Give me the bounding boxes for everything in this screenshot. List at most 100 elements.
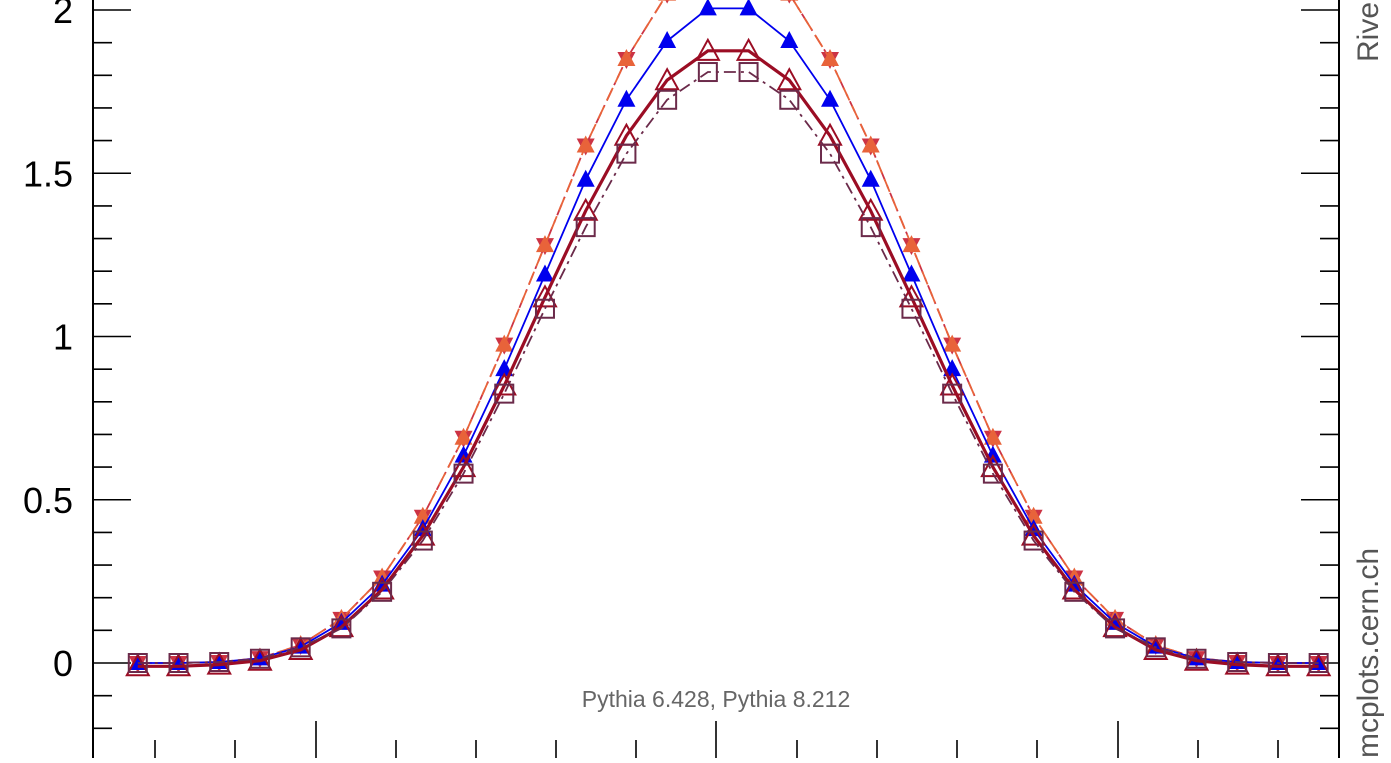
- data-point-triangle: [983, 427, 1002, 445]
- data-point-triangle-open: [1265, 653, 1291, 677]
- data-point-square-open: [697, 62, 718, 83]
- series-4: [127, 62, 1329, 673]
- data-point-triangle-open: [1305, 653, 1332, 677]
- data-point-triangle-open: [410, 522, 436, 546]
- data-point-square-open: [860, 217, 881, 238]
- data-point-triangle-open: [369, 576, 395, 600]
- data-point-triangle-down: [787, 0, 792, 4]
- series-1: [128, 0, 1328, 670]
- series-3: [125, 37, 1332, 677]
- data-point-square-open: [372, 581, 393, 602]
- y-tick-label: 1.5: [23, 153, 73, 194]
- y-tick-label: 2: [53, 0, 73, 31]
- data-point-triangle: [576, 135, 595, 153]
- rivet-side-label: Rive: [1352, 2, 1385, 62]
- y-tick-label: 1: [53, 317, 73, 358]
- data-point-triangle: [821, 48, 840, 66]
- data-point-square-open: [575, 217, 596, 238]
- data-point-triangle: [535, 264, 554, 282]
- data-point-triangle-open: [735, 37, 762, 61]
- data-point-triangle: [902, 264, 921, 282]
- series-line: [137, 0, 1319, 664]
- data-point-triangle: [780, 31, 799, 49]
- data-point-triangle-open: [654, 67, 680, 91]
- data-point-square-open: [494, 383, 515, 404]
- data-point-square-open: [290, 637, 311, 658]
- data-point-triangle-open: [1183, 647, 1210, 671]
- data-point-triangle-open: [1020, 522, 1047, 546]
- data-point-triangle: [495, 334, 514, 352]
- data-point-square-open: [1145, 637, 1166, 658]
- data-point-triangle: [780, 0, 799, 1]
- data-point-triangle: [617, 89, 636, 107]
- data-point-square-open: [1105, 618, 1126, 639]
- data-point-triangle-open: [125, 653, 151, 677]
- data-point-square-open: [168, 653, 189, 673]
- plot-frame: [92, 0, 1340, 763]
- data-point-square-open: [820, 143, 841, 164]
- data-point-triangle: [861, 135, 880, 153]
- data-point-square-open: [942, 383, 963, 404]
- data-point-triangle: [821, 89, 840, 107]
- data-point-square-open: [738, 62, 759, 83]
- data-point-square-open: [249, 648, 270, 669]
- series-2: [128, 0, 1328, 670]
- data-point-square-open: [1186, 648, 1207, 669]
- data-point-square-open: [1308, 653, 1329, 673]
- data-point-square-open: [1023, 530, 1044, 551]
- series-line: [137, 49, 1319, 668]
- data-point-triangle: [861, 169, 880, 187]
- data-point-triangle: [576, 169, 595, 187]
- data-point-triangle: [454, 427, 473, 445]
- labels-group: Pythia 6.428, Pythia 8.212 Rive mcplots.…: [582, 2, 1385, 758]
- data-point-triangle: [943, 334, 962, 352]
- data-point-triangle-open: [1143, 636, 1169, 660]
- series-line: [137, 71, 1319, 664]
- data-point-triangle-down: [665, 0, 670, 4]
- data-point-triangle-open: [450, 454, 477, 478]
- data-point-triangle-open: [206, 651, 232, 675]
- data-point-triangle: [698, 0, 717, 16]
- series-0: [128, 0, 1328, 673]
- series-line: [137, 0, 1319, 664]
- data-point-triangle-open: [165, 653, 192, 677]
- data-point-triangle-open: [776, 67, 802, 91]
- data-point-triangle-open: [247, 647, 273, 671]
- data-point-square-open: [657, 89, 678, 110]
- generator-label: Pythia 6.428, Pythia 8.212: [582, 686, 851, 712]
- data-point-triangle: [617, 48, 636, 66]
- series-line: [137, 7, 1319, 664]
- data-point-triangle-open: [328, 614, 355, 638]
- data-point-square-open: [982, 463, 1003, 484]
- data-point-square-open: [453, 463, 474, 484]
- series-group: [125, 0, 1332, 677]
- mcplots-side-label: mcplots.cern.ch: [1352, 548, 1385, 758]
- data-point-square-open: [779, 89, 800, 110]
- data-point-triangle: [658, 0, 677, 1]
- data-point-square-open: [127, 653, 148, 673]
- data-point-triangle-open: [573, 197, 599, 221]
- data-point-triangle: [1146, 636, 1165, 654]
- data-point-square-open: [331, 618, 352, 639]
- data-point-square-open: [901, 298, 922, 319]
- data-point-triangle: [535, 235, 554, 253]
- data-point-square-open: [534, 298, 555, 319]
- data-point-triangle: [658, 31, 677, 49]
- data-point-triangle-open: [1224, 651, 1250, 675]
- data-point-triangle: [495, 359, 514, 377]
- data-point-triangle-open: [858, 197, 884, 221]
- data-point-square-open: [1267, 653, 1288, 673]
- data-point-square-open: [616, 143, 637, 164]
- data-point-square-open: [209, 652, 230, 673]
- data-point-square-open: [1227, 652, 1248, 673]
- data-point-triangle-open: [1102, 614, 1128, 638]
- data-point-triangle-open: [695, 37, 721, 61]
- y-tick-label: 0: [53, 643, 73, 684]
- y-tick-label: 0.5: [23, 480, 73, 521]
- data-point-triangle: [902, 235, 921, 253]
- data-point-triangle-open: [1061, 576, 1088, 600]
- data-point-square-open: [1064, 581, 1085, 602]
- data-point-square-open: [412, 530, 433, 551]
